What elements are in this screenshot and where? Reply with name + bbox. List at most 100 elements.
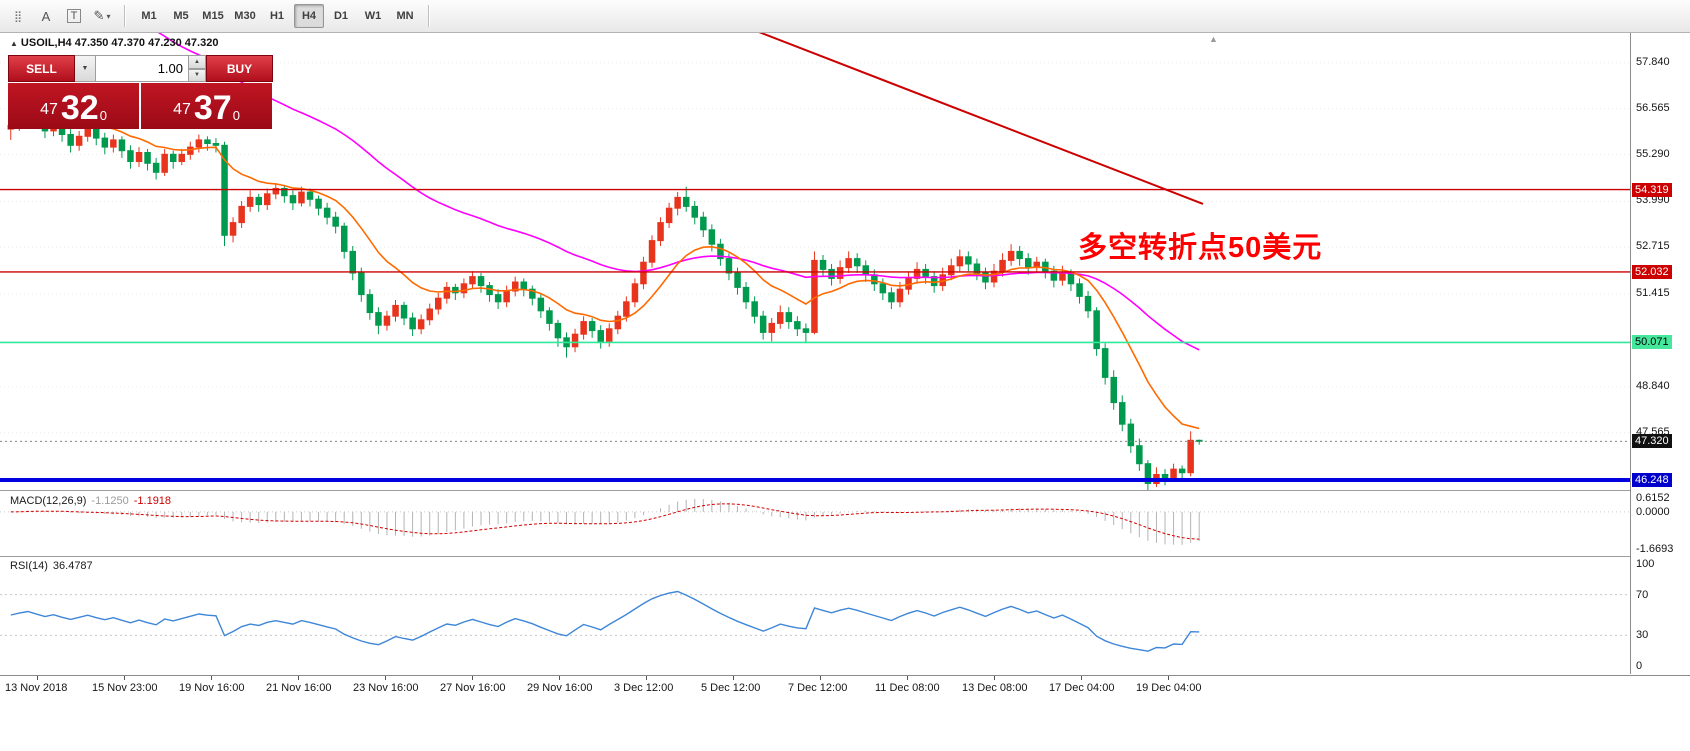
time-axis-label: 17 Dec 04:00 <box>1049 682 1115 694</box>
toolbar: ⣿ A T ✎ ▾ M1 M5 M15 M30 H1 H4 D1 W1 MN <box>0 0 1690 33</box>
time-axis-label: 11 Dec 08:00 <box>875 682 940 694</box>
volume-increase-button[interactable]: ▲ <box>189 55 206 69</box>
sell-price-pipette: 0 <box>99 108 107 123</box>
time-axis-label: 19 Dec 04:00 <box>1136 682 1202 694</box>
buy-price-tile[interactable]: 47 37 0 <box>141 83 272 129</box>
draw-tools-button[interactable]: ✎ ▾ <box>88 3 116 29</box>
macd-title: MACD(12,26,9) <box>10 495 87 507</box>
panel-separator[interactable] <box>0 556 1690 558</box>
volume-dropdown-button[interactable]: ▼ <box>75 55 96 82</box>
timeframe-w1-button[interactable]: W1 <box>364 10 382 22</box>
volume-input[interactable] <box>96 55 189 82</box>
time-axis-label: 13 Dec 08:00 <box>962 682 1028 694</box>
time-axis-tick <box>1081 676 1082 680</box>
time-axis-label: 3 Dec 12:00 <box>614 682 674 694</box>
macd-main-value: -1.1250 <box>91 495 129 507</box>
volume-stepper: ▲ ▼ <box>189 55 206 82</box>
text-label-tool-icon: T <box>66 9 82 23</box>
timeframe-group: M1 M5 M15 M30 H1 H4 D1 W1 MN <box>134 4 420 28</box>
text-tool-button[interactable]: A <box>32 3 60 29</box>
time-axis-tick <box>385 676 386 680</box>
toolbar-separator <box>124 5 126 27</box>
sell-price-tile[interactable]: 47 32 0 <box>8 83 139 129</box>
spin-up-icon: ▲ <box>194 58 200 65</box>
grid-button[interactable]: ⣿ <box>4 3 32 29</box>
symbol-dropdown-icon[interactable]: ▲ <box>10 39 18 48</box>
chevron-down-icon: ▾ <box>106 11 111 21</box>
sell-price-pips: 32 <box>60 89 99 127</box>
time-axis-tick <box>298 676 299 680</box>
time-axis-tick <box>733 676 734 680</box>
time-axis-tick <box>646 676 647 680</box>
rsi-axis-label: 30 <box>1636 629 1649 641</box>
price-marker-badge: 47.320 <box>1632 434 1672 448</box>
rsi-chart[interactable] <box>0 558 1630 674</box>
price-axis-label: 48.840 <box>1636 380 1670 392</box>
time-axis-tick <box>37 676 38 680</box>
price-marker-badge: 50.071 <box>1632 335 1672 349</box>
macd-panel[interactable] <box>0 492 1630 556</box>
time-axis-tick <box>820 676 821 680</box>
timeframe-mn-button[interactable]: MN <box>396 10 414 22</box>
buy-price-whole: 47 <box>173 101 191 118</box>
buy-price-pipette: 0 <box>232 108 240 123</box>
macd-axis-label: -1.6693 <box>1636 543 1674 555</box>
timeframe-m30-button[interactable]: M30 <box>234 10 256 22</box>
price-marker-badge: 52.032 <box>1632 265 1672 279</box>
macd-signal-value: -1.1918 <box>133 495 172 507</box>
timeframe-h4-button[interactable]: H4 <box>294 4 324 28</box>
sell-price-whole: 47 <box>40 101 58 118</box>
price-marker-badge: 46.248 <box>1632 473 1672 487</box>
time-axis-label: 23 Nov 16:00 <box>353 682 419 694</box>
time-axis[interactable]: 13 Nov 2018 15 Nov 23:00 19 Nov 16:00 21 No… <box>0 675 1690 699</box>
macd-axis-label: 0.0000 <box>1636 506 1670 518</box>
price-marker-badge: 54.319 <box>1632 183 1672 197</box>
time-axis-tick <box>559 676 560 680</box>
time-axis-tick <box>124 676 125 680</box>
grid-icon: ⣿ <box>13 10 23 23</box>
time-axis-label: 13 Nov 2018 <box>5 682 68 694</box>
symbol-ohlc-text: USOIL,H4 47.350 47.370 47.230 47.320 <box>20 37 219 49</box>
buy-button[interactable]: BUY <box>206 55 273 82</box>
price-axis-label: 52.715 <box>1636 240 1670 252</box>
time-axis-tick <box>472 676 473 680</box>
time-axis-label: 15 Nov 23:00 <box>92 682 158 694</box>
time-axis-label: 19 Nov 16:00 <box>179 682 245 694</box>
time-axis-tick <box>1168 676 1169 680</box>
rsi-value: 36.4787 <box>52 560 93 572</box>
timeframe-m5-button[interactable]: M5 <box>173 10 189 22</box>
rsi-axis-label: 0 <box>1636 660 1643 672</box>
rsi-panel[interactable] <box>0 558 1630 674</box>
candlestick-chart[interactable] <box>0 0 1630 491</box>
rsi-title: RSI(14) <box>10 560 48 572</box>
sell-button[interactable]: SELL <box>8 55 75 82</box>
timeframe-h1-button[interactable]: H1 <box>269 10 285 22</box>
price-axis-label: 53.990 <box>1636 194 1670 206</box>
price-axis[interactable]: 57.840 56.565 55.290 53.990 52.715 51.415 48.8… <box>1630 33 1690 674</box>
macd-axis-label: 0.6152 <box>1636 492 1670 504</box>
rsi-indicator-label: RSI(14) 36.4787 <box>10 560 93 572</box>
timeframe-m15-button[interactable]: M15 <box>202 10 224 22</box>
time-axis-tick <box>907 676 908 680</box>
timeframe-m1-button[interactable]: M1 <box>141 10 157 22</box>
price-axis-label: 51.415 <box>1636 287 1670 299</box>
time-axis-label: 21 Nov 16:00 <box>266 682 332 694</box>
chart-shift-marker-icon[interactable]: ▲ <box>1209 34 1218 44</box>
time-axis-tick <box>994 676 995 680</box>
time-axis-tick <box>211 676 212 680</box>
panel-separator[interactable] <box>0 490 1690 492</box>
price-axis-label: 56.565 <box>1636 102 1670 114</box>
volume-decrease-button[interactable]: ▼ <box>189 68 206 82</box>
rsi-axis-label: 100 <box>1636 558 1655 570</box>
text-label-tool-button[interactable]: T <box>60 3 88 29</box>
drawing-tools-group: ⣿ A T ✎ ▾ <box>4 3 116 29</box>
time-axis-label: 27 Nov 16:00 <box>440 682 506 694</box>
chevron-down-icon: ▼ <box>81 65 89 72</box>
buy-price-pips: 37 <box>193 89 232 127</box>
time-axis-label: 29 Nov 16:00 <box>527 682 593 694</box>
timeframe-d1-button[interactable]: D1 <box>333 10 349 22</box>
macd-chart[interactable] <box>0 492 1630 556</box>
draw-tools-icon: ✎ <box>93 8 105 23</box>
